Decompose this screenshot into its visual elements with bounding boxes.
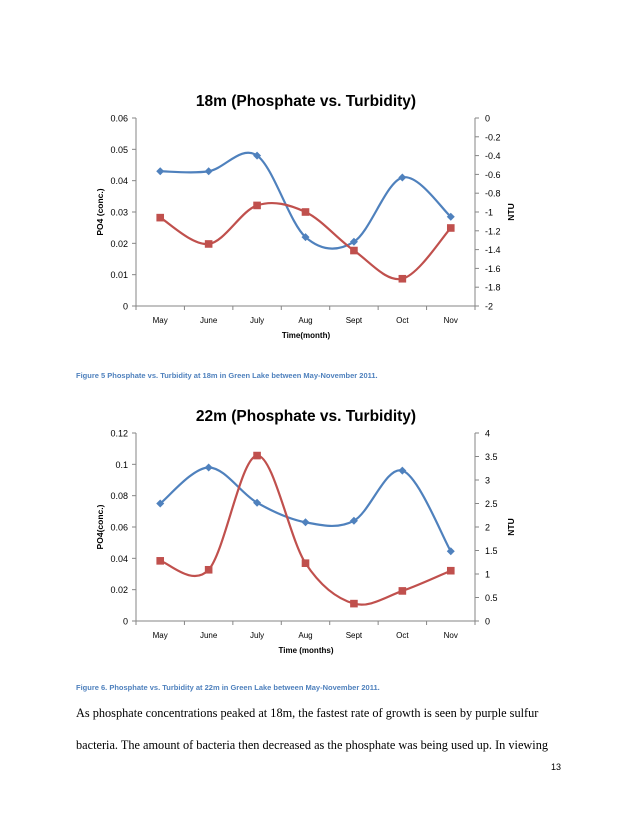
y-tick-label-right: 0 [485, 114, 490, 124]
x-tick-label: Oct [396, 631, 409, 640]
x-tick-label: Sept [346, 316, 363, 325]
chart-title: 18m (Phosphate vs. Turbidity) [196, 93, 416, 110]
series-1-point [398, 173, 407, 182]
y-tick-label-right: -1.4 [485, 245, 501, 255]
x-tick-label: Nov [444, 316, 458, 325]
x-axis-title: Time(month) [282, 331, 331, 340]
y-tick-label-left: 0.04 [110, 554, 128, 564]
page-number: 13 [551, 762, 562, 772]
y-tick-label-left: 0.01 [110, 270, 128, 280]
y-tick-label-right: 4 [485, 429, 490, 439]
series-2-point [398, 587, 407, 595]
series-2-point [446, 224, 455, 232]
y-tick-label-right: 1.5 [485, 546, 498, 556]
y-tick-label-right: 3 [485, 476, 490, 486]
y-tick-label-left: 0.04 [110, 176, 128, 186]
y-tick-label-right: -1.8 [485, 283, 501, 293]
series-2-point [204, 565, 213, 574]
paragraph-line-2: bacteria. The amount of bacteria then de… [76, 738, 549, 752]
series-2-point [156, 213, 165, 222]
series-2-point [301, 208, 310, 216]
x-tick-label: May [153, 316, 168, 325]
x-tick-label: Aug [298, 631, 312, 640]
y-axis-title-left: PO4(conc.) [95, 504, 105, 549]
series-1-point [204, 167, 213, 176]
figure-6-caption: Figure 6. Phosphate vs. Turbidity at 22m… [76, 683, 380, 692]
series-1-point [446, 547, 455, 556]
series-1-point [446, 212, 455, 221]
series-1-point [156, 167, 165, 176]
series-2-point [398, 274, 407, 283]
y-tick-label-left: 0.1 [115, 460, 128, 470]
paragraph-line-1: As phosphate concentrations peaked at 18… [76, 706, 539, 720]
y-tick-label-right: -2 [485, 302, 493, 312]
x-tick-label: June [200, 316, 218, 325]
y-tick-label-left: 0 [123, 302, 128, 312]
series-2-point [350, 599, 358, 608]
series-1-point [398, 466, 407, 475]
x-tick-label: Nov [444, 631, 458, 640]
chart-18m: 18m (Phosphate vs. Turbidity) 0 0.01 0.02 0.… [95, 93, 516, 340]
x-tick-label: July [250, 316, 264, 325]
series-2-point [301, 559, 310, 567]
y-axis-title-right: NTU [506, 203, 516, 220]
y-tick-label-left: 0.02 [110, 239, 128, 249]
y-tick-label-right: -1.6 [485, 264, 501, 274]
chart-title: 22m (Phosphate vs. Turbidity) [196, 408, 416, 425]
series-1-point [301, 518, 310, 527]
y-tick-label-right: 2 [485, 523, 490, 533]
y-tick-label-right: -0.6 [485, 170, 501, 180]
chart-22m: 22m (Phosphate vs. Turbidity) 0 0.02 0.04 0.… [95, 408, 516, 655]
y-tick-label-left: 0.05 [110, 145, 128, 155]
y-tick-label-right: 1 [485, 570, 490, 580]
x-tick-label: Aug [298, 316, 312, 325]
series-2-point [204, 240, 213, 248]
y-axis-title-right: NTU [506, 518, 516, 535]
y-tick-label-right: -1 [485, 208, 493, 218]
series-2-point [350, 246, 358, 255]
series-2-line [159, 454, 452, 606]
y-tick-label-left: 0.08 [110, 491, 128, 501]
series-1-point [204, 463, 213, 472]
series-2-point [156, 557, 165, 565]
y-tick-label-left: 0 [123, 617, 128, 627]
y-tick-label-left: 0.02 [110, 585, 128, 595]
x-axis-title: Time (months) [279, 646, 334, 655]
y-tick-label-right: -0.4 [485, 151, 501, 161]
x-tick-label: June [200, 631, 218, 640]
series-1-point [349, 516, 358, 525]
series-2-point [253, 451, 261, 460]
y-tick-label-right: 3.5 [485, 452, 498, 462]
y-axis-title-left: PO4 (conc.) [95, 188, 105, 235]
figure-5-caption: Figure 5 Phosphate vs. Turbidity at 18m … [76, 371, 378, 380]
series-1-point [301, 233, 310, 242]
series-2-point [446, 566, 455, 575]
y-tick-label-left: 0.06 [110, 523, 128, 533]
x-tick-label: July [250, 631, 264, 640]
series-1-point [349, 237, 358, 246]
y-tick-label-right: -1.2 [485, 226, 501, 236]
series-1-point [156, 499, 165, 508]
y-tick-label-left: 0.03 [110, 208, 128, 218]
series-2-point [253, 201, 261, 210]
series-1-point [253, 498, 262, 507]
y-tick-label-left: 0.06 [110, 114, 128, 124]
y-tick-label-right: 2.5 [485, 499, 498, 509]
y-tick-label-right: 0.5 [485, 593, 498, 603]
y-tick-label-right: 0 [485, 617, 490, 627]
y-tick-label-right: -0.2 [485, 132, 501, 142]
series-1-point [253, 151, 262, 160]
y-tick-label-right: -0.8 [485, 189, 501, 199]
y-tick-label-left: 0.12 [110, 429, 128, 439]
series-1-line [159, 466, 452, 552]
x-tick-label: May [153, 631, 168, 640]
x-tick-label: Oct [396, 316, 409, 325]
x-tick-label: Sept [346, 631, 363, 640]
